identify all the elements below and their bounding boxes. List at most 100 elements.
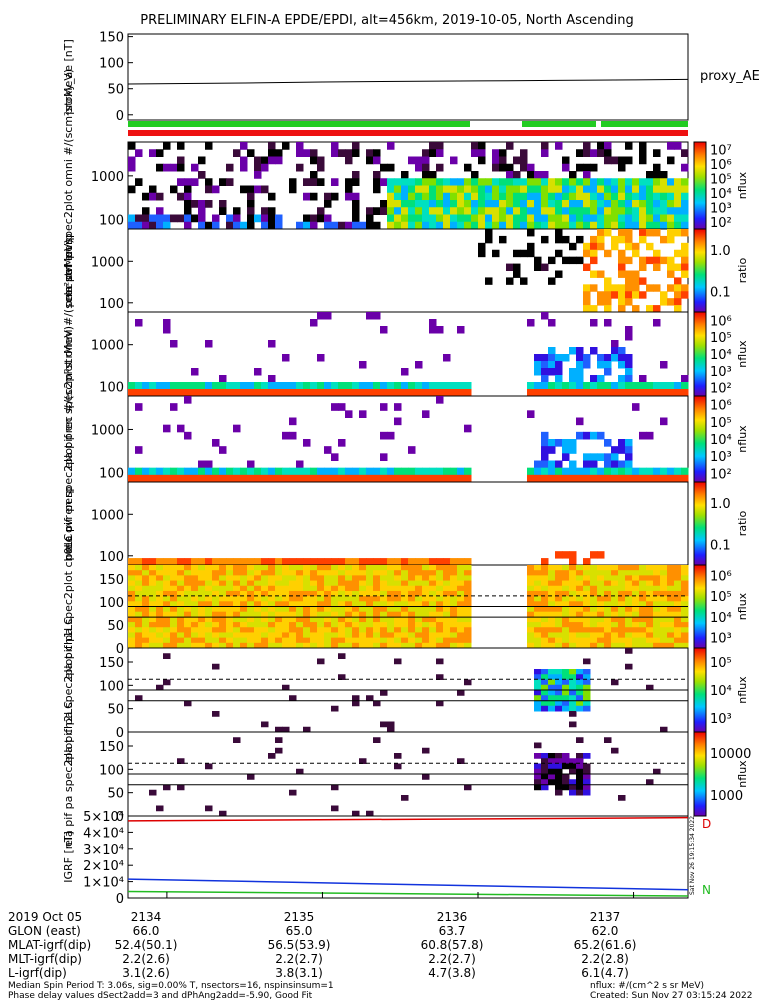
panel-5-cell: [275, 474, 283, 483]
panel-7-cell: [387, 585, 395, 592]
panel-8-cell: [541, 679, 549, 686]
panel-2-cell: [527, 185, 535, 194]
panel-2-cell: [478, 207, 486, 215]
panel-2-cell: [422, 149, 430, 157]
panel-7-cell: [548, 601, 556, 607]
panel-2-cell: [646, 214, 654, 223]
panel-3-cell: [618, 235, 626, 244]
panel-9-cell: [163, 784, 171, 791]
panel-7-cell: [625, 570, 633, 576]
panel-7-cell: [366, 632, 374, 639]
panel-8-cell: [387, 721, 395, 728]
panel-7-cell: [184, 585, 192, 592]
panel-3-cbar-tick-0: 0.1: [710, 285, 731, 300]
panel-7-cell: [296, 616, 304, 623]
panel-7-cell: [177, 606, 185, 613]
footer-note-phase: Phase delay values dSect2add=3 and dPhAn…: [8, 991, 313, 1000]
panel-2-cell: [135, 221, 143, 230]
panel-2-cell: [478, 185, 486, 194]
panel-7-cell: [415, 637, 423, 644]
panel-4-cell: [373, 389, 381, 397]
panel-2-cell: [618, 214, 626, 223]
panel-8-cell: [555, 679, 563, 686]
panel-6-cell: [359, 558, 367, 566]
panel-4-cell: [457, 389, 465, 397]
panel-7-cell: [296, 575, 304, 582]
panel-7-cell: [282, 585, 290, 592]
panel-3-cell: [576, 256, 584, 265]
panel-7-cell: [674, 601, 682, 607]
panel-5-cell: [184, 474, 192, 483]
panel-4-cell: [548, 361, 556, 369]
panel-7-cell: [408, 606, 416, 613]
panel-7-cell: [590, 611, 598, 618]
panel-7-cell: [380, 622, 388, 628]
panel-7-cell: [436, 565, 444, 571]
panel-2-cell: [646, 200, 654, 208]
panel-7-cell: [590, 637, 598, 644]
panel-7-cell: [303, 642, 311, 649]
panel-4-cell: [149, 389, 157, 397]
panel-7-cell: [632, 596, 640, 602]
panel-7-cell: [422, 590, 430, 597]
panel-2-cell: [499, 207, 507, 215]
panel-4-cell: [583, 361, 591, 369]
panel-9-cell: [583, 763, 591, 770]
panel-7-cell: [646, 565, 654, 571]
panel-9-cell: [604, 737, 612, 743]
panel-7-cell: [555, 580, 563, 587]
panel-8-cell: [646, 684, 654, 691]
panel-2-cell: [303, 192, 311, 201]
panel-2-cell: [653, 163, 661, 172]
panel-7-cell: [338, 611, 346, 618]
panel-7-cell: [352, 596, 360, 602]
panel-7-cell: [198, 565, 206, 571]
panel-6-cell: [345, 558, 353, 566]
panel-7-cell: [240, 632, 248, 639]
panel-4-cell: [317, 312, 325, 320]
panel-4-cell: [450, 382, 458, 390]
panel-7-cell: [422, 570, 430, 576]
panel-5-cell: [324, 446, 332, 454]
panel-9-cell: [233, 737, 241, 743]
panel-2-cell: [478, 178, 486, 186]
panel-4-cell: [604, 389, 612, 397]
panel-7-cell: [527, 570, 535, 576]
panel-7-cell: [604, 637, 612, 644]
panel-7-cell: [359, 585, 367, 592]
panel-2-cell: [534, 178, 542, 186]
panel-4-cell: [660, 382, 668, 390]
panel-7-cell: [464, 627, 472, 633]
panel-7-cell: [142, 596, 150, 602]
panel-5-cell: [303, 439, 311, 447]
panel-6-cell: [198, 558, 206, 566]
panel-5-cell: [254, 467, 262, 476]
panel-3-cell: [646, 256, 654, 265]
panel-9-cell: [562, 763, 570, 770]
panel-2-cell: [415, 221, 423, 230]
panel-5-cell: [681, 467, 689, 476]
panel-7-cell: [219, 622, 227, 628]
panel-7-cell: [170, 637, 178, 644]
panel-4-ytick-label-0: 100: [99, 381, 124, 396]
panel-3-cell: [667, 263, 675, 271]
panel-2-cell: [639, 214, 647, 223]
panel-2-cell: [471, 214, 479, 223]
panel-5-cell: [590, 453, 598, 461]
panel-9-ytick-label-0: 0: [116, 810, 124, 825]
panel-2-cell: [611, 200, 619, 208]
panel-7-cell: [401, 570, 409, 576]
panel-7-cell: [352, 627, 360, 633]
panel-7-cell: [282, 596, 290, 602]
panel-7-cell: [170, 606, 178, 613]
panel-8-cell: [583, 705, 591, 712]
panel-9-cell: [401, 795, 409, 801]
panel-2-cell: [415, 207, 423, 215]
panel-7-cell: [261, 580, 269, 587]
panel-7-ylabel: ela pif pa spec2plot ch0LC: [62, 533, 75, 679]
panel-7-cell: [639, 590, 647, 597]
panel-4-cell: [282, 354, 290, 362]
panel-7-cell: [569, 606, 577, 613]
panel-2-cell: [331, 149, 339, 157]
panel-2-cell: [366, 221, 374, 230]
